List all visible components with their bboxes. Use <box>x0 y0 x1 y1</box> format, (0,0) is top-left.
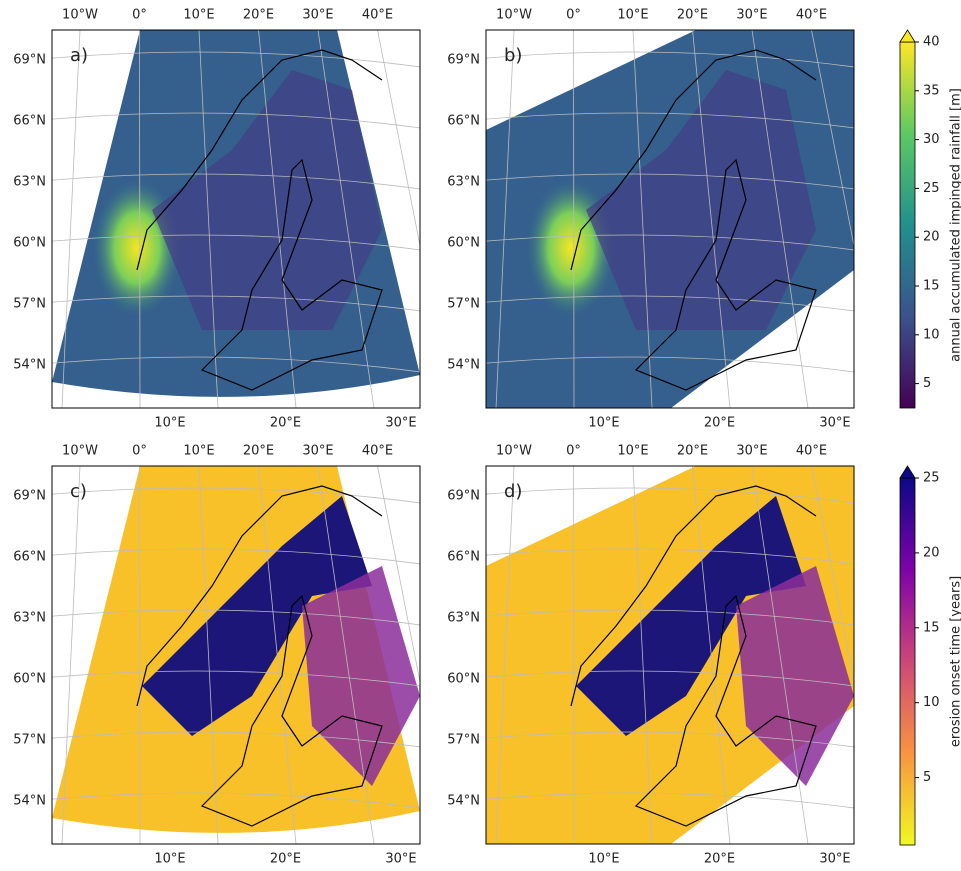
lat-label: 54°N <box>13 794 46 809</box>
colorbar-tick-label: 35 <box>923 83 940 98</box>
graticule <box>140 466 141 844</box>
lon-label: 20°E <box>704 852 735 867</box>
colorbar-tick-label: 40 <box>923 35 940 50</box>
lon-label: 30°E <box>819 852 850 867</box>
lat-label: 54°N <box>447 794 480 809</box>
lon-label: 40°E <box>796 8 827 23</box>
colorbar-tick-label: 10 <box>923 695 940 710</box>
lon-label: 30°E <box>736 8 767 23</box>
lon-label: 10°E <box>617 444 648 459</box>
lat-label: 63°N <box>447 611 480 626</box>
lon-label: 30°E <box>302 8 333 23</box>
lon-label: 0° <box>566 8 581 23</box>
lat-label: 57°N <box>447 733 480 748</box>
colorbar-tick-label: 15 <box>923 620 940 635</box>
lat-label: 63°N <box>13 175 46 190</box>
lon-label: 10°E <box>617 8 648 23</box>
lon-label: 20°E <box>270 852 301 867</box>
lon-label: 10°W <box>62 444 98 459</box>
lon-label: 30°E <box>385 852 416 867</box>
lon-label: 20°E <box>677 444 708 459</box>
lat-label: 63°N <box>447 175 480 190</box>
lat-label: 66°N <box>13 114 46 129</box>
lat-label: 60°N <box>447 672 480 687</box>
map-panel: b) 10°W 0° 10°E 20°E 30°E 40°E 10°E 20°E 30°E 69°N… <box>447 8 886 431</box>
lon-label: 0° <box>566 444 581 459</box>
colorbar-extend <box>900 30 915 42</box>
lon-label: 20°E <box>704 416 735 431</box>
lon-label: 0° <box>132 444 147 459</box>
lat-label: 54°N <box>13 358 46 373</box>
colorbar-tick-label: 20 <box>923 230 940 245</box>
lon-label: 10°W <box>496 8 532 23</box>
lon-label: 10°E <box>154 416 185 431</box>
lon-label: 10°W <box>496 444 532 459</box>
lat-label: 57°N <box>447 297 480 312</box>
panel-label: a) <box>70 45 88 66</box>
lon-label: 20°E <box>270 416 301 431</box>
figure: a)10°W0°10°E20°E30°E40°E10°E20°E30°E69°N… <box>0 0 961 867</box>
lat-label: 57°N <box>13 733 46 748</box>
colorbar: 5 10 15 20 25 30 35 40 annual accumulated imping… <box>900 30 961 408</box>
graticule <box>574 466 575 844</box>
lon-label: 10°E <box>183 444 214 459</box>
lat-label: 66°N <box>13 550 46 565</box>
graticule <box>574 30 575 408</box>
lat-label: 69°N <box>447 53 480 68</box>
map-area <box>466 30 886 408</box>
lon-label: 0° <box>132 8 147 23</box>
colorbar-tick-label: 5 <box>923 770 931 785</box>
map-panel: d) 10°W 0° 10°E 20°E 30°E 40°E 10°E 20°E 30°E 69°N… <box>447 444 886 867</box>
lon-label: 20°E <box>677 8 708 23</box>
lat-label: 69°N <box>447 489 480 504</box>
lon-label: 10°E <box>588 416 619 431</box>
lat-label: 60°N <box>13 236 46 251</box>
lon-label: 30°E <box>302 444 333 459</box>
colorbar-tick-label: 20 <box>923 545 940 560</box>
map-panel: c) 10°W 0° 10°E 20°E 30°E 40°E 10°E 20°E 30°E 69°N… <box>13 444 452 867</box>
map-panel: a) 10°W 0° 10°E 20°E 30°E 40°E 10°E 20°E 30°E 69°N… <box>13 8 452 431</box>
colorbar-tick-label: 30 <box>923 132 940 147</box>
colorbar-label: annual accumulated impinged rainfall [m] <box>949 88 961 362</box>
lon-label: 30°E <box>819 416 850 431</box>
lon-label: 10°W <box>62 8 98 23</box>
lon-label: 20°E <box>243 444 274 459</box>
lat-label: 69°N <box>13 53 46 68</box>
lon-label: 10°E <box>588 852 619 867</box>
lon-label: 20°E <box>243 8 274 23</box>
lon-label: 30°E <box>736 444 767 459</box>
lat-label: 60°N <box>447 236 480 251</box>
lon-label: 10°E <box>183 8 214 23</box>
map-area <box>32 24 452 408</box>
colorbar-tick-label: 5 <box>923 376 931 391</box>
graticule <box>140 30 141 408</box>
panel-label: b) <box>504 45 522 66</box>
colorbar: 5 10 15 20 25 erosion onset time [years] <box>900 466 961 845</box>
colorbar-gradient <box>900 42 915 408</box>
map-area <box>466 466 886 844</box>
panel-label: c) <box>70 481 87 502</box>
lat-label: 57°N <box>13 297 46 312</box>
lat-label: 60°N <box>13 672 46 687</box>
colorbar-tick-label: 25 <box>923 471 940 486</box>
panel-label: d) <box>504 481 522 502</box>
lon-label: 40°E <box>362 444 393 459</box>
lon-label: 40°E <box>362 8 393 23</box>
lat-label: 54°N <box>447 358 480 373</box>
colorbar-tick-label: 25 <box>923 181 940 196</box>
lat-label: 66°N <box>447 114 480 129</box>
lat-label: 63°N <box>13 611 46 626</box>
lon-label: 10°E <box>154 852 185 867</box>
map-area <box>32 460 452 844</box>
colorbar-tick-label: 15 <box>923 279 940 294</box>
colorbar-tick-label: 10 <box>923 327 940 342</box>
lon-label: 30°E <box>385 416 416 431</box>
lat-label: 66°N <box>447 550 480 565</box>
lat-label: 69°N <box>13 489 46 504</box>
colorbar-extend <box>900 466 915 478</box>
colorbar-label: erosion onset time [years] <box>949 576 961 747</box>
colorbar-gradient <box>900 478 915 845</box>
lon-label: 40°E <box>796 444 827 459</box>
